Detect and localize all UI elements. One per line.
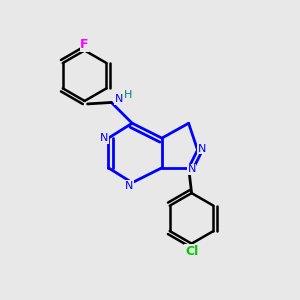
Text: F: F [80,38,89,51]
Text: H: H [124,90,132,100]
Text: N: N [125,181,134,191]
Text: N: N [100,133,108,143]
Text: Cl: Cl [185,244,198,258]
Text: N: N [115,94,123,104]
Text: N: N [188,164,196,174]
Text: N: N [198,143,206,154]
